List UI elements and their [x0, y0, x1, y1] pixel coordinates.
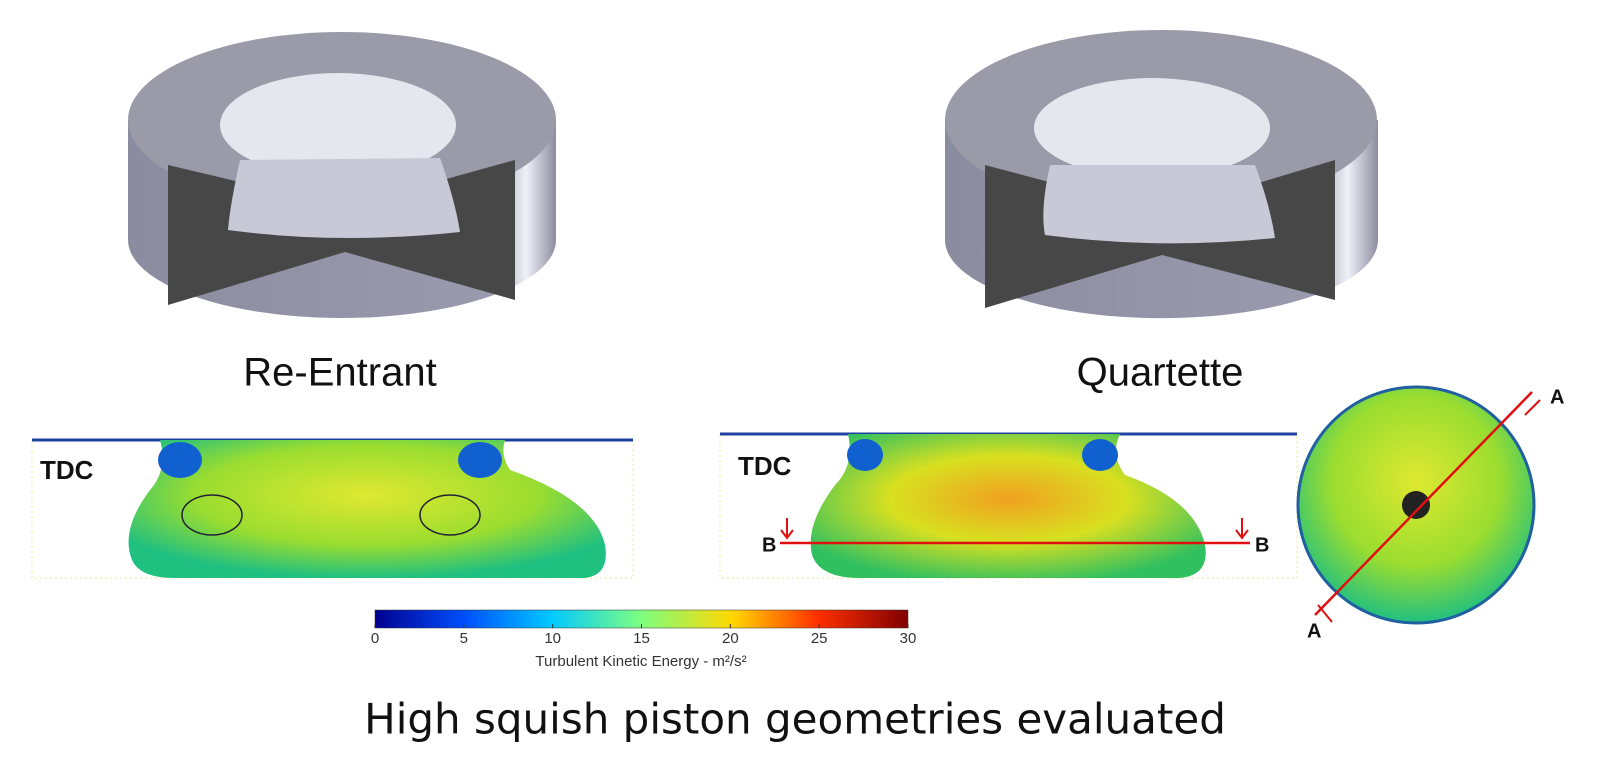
cfd-quartette: TDC B B — [720, 433, 1297, 578]
tdc-label: TDC — [40, 455, 94, 485]
colorbar-tick-label: 15 — [633, 630, 650, 647]
section-label: B — [1255, 534, 1269, 556]
piston-label: Re-Entrant — [243, 351, 436, 395]
colorbar-tick-label: 30 — [900, 630, 917, 647]
section-label: A — [1307, 620, 1321, 642]
cfd-top-view: A A — [1298, 386, 1564, 642]
colorbar-label: Turbulent Kinetic Energy - m²/s² — [535, 653, 746, 670]
piston-reentrant — [128, 32, 556, 318]
section-label: B — [762, 534, 776, 556]
colorbar-tick-label: 0 — [371, 630, 379, 647]
section-label: A — [1550, 386, 1564, 408]
caption: High squish piston geometries evaluated — [364, 695, 1226, 744]
colorbar-tick-label: 10 — [544, 630, 561, 647]
cfd-reentrant: TDC — [32, 440, 633, 578]
colorbar-tick-label: 25 — [811, 630, 828, 647]
piston-quartette — [945, 30, 1378, 318]
figure: Re-Entrant Quartette TDC TDC B B A A — [0, 0, 1601, 766]
colorbar-tick-label: 5 — [460, 630, 468, 647]
piston-label: Quartette — [1077, 351, 1244, 395]
tdc-label: TDC — [738, 451, 792, 481]
colorbar-tick-label: 20 — [722, 630, 739, 647]
colorbar: Turbulent Kinetic Energy - m²/s² 0 5 10 15 2… — [371, 610, 917, 670]
